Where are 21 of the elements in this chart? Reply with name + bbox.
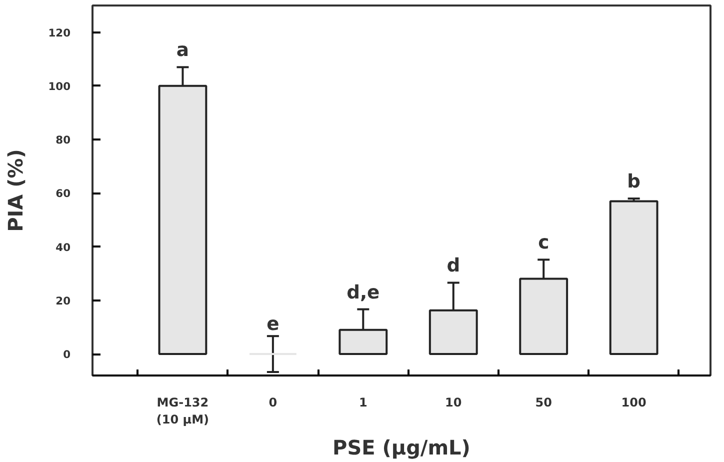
y-tick-label: 120 [48,26,71,40]
annotation: b [627,172,640,193]
y-tick-label: 80 [56,134,71,147]
y-tick-label: 40 [56,240,71,254]
x-axis-title: PSE (μg/mL) [332,435,470,460]
x-tick-label: MG-132 (10 μM) [156,396,210,426]
x-tick-label: 10 [445,396,462,410]
y-tick-label: 60 [56,187,71,200]
y-axis-title: PIA (%) [3,149,28,232]
y-tick-label: 20 [56,294,71,308]
annotation: d [446,256,460,277]
annotation: d,e [346,282,380,304]
y-tick-label: 0 [63,348,71,362]
y-tick-label: 100 [48,80,71,93]
x-tick-label: 1 [358,396,368,410]
x-tick-label: 0 [268,396,278,410]
x-tick-label: 100 [621,396,646,410]
annotation: a [176,40,190,62]
annotation: e [266,314,280,336]
annotation: c [538,232,550,254]
x-tick-label: 50 [535,396,552,410]
